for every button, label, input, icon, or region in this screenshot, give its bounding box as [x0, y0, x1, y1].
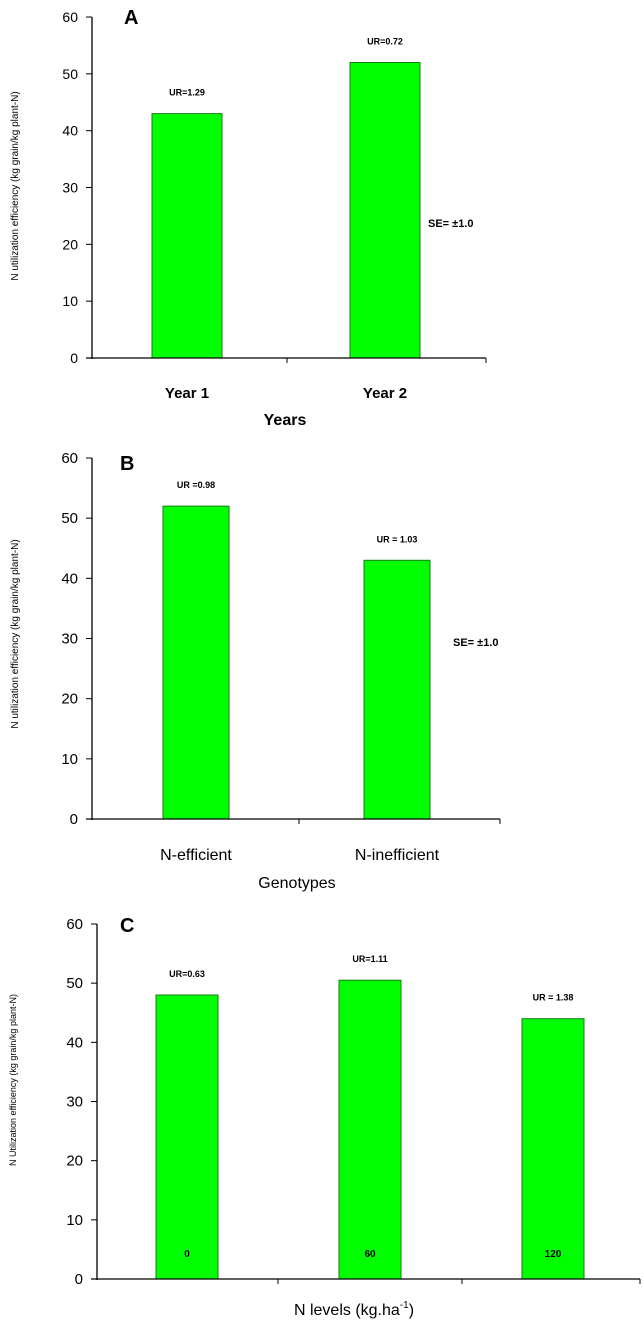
y-tick-label: 30 — [61, 631, 78, 648]
panel-label: A — [124, 7, 138, 29]
y-tick-label: 0 — [70, 350, 78, 366]
bar — [151, 113, 223, 359]
y-tick-label: 20 — [61, 691, 78, 708]
x-axis-title-end: ) — [409, 1302, 414, 1319]
se-annotation: SE= ±1.0 — [428, 218, 473, 230]
x-tick-label: Year 1 — [165, 385, 209, 402]
x-tick-label: 120 — [545, 1249, 562, 1260]
bar — [155, 994, 219, 1280]
y-tick-label: 50 — [61, 510, 78, 527]
y-tick-label: 20 — [66, 1153, 83, 1170]
y-tick-label: 30 — [62, 180, 78, 196]
x-tick-label: N-efficient — [160, 847, 232, 864]
x-axis-title-text: N levels (kg.ha — [294, 1302, 400, 1319]
bar-data-label: UR=0.72 — [367, 36, 403, 46]
x-axis-title-superscript: -1 — [400, 1300, 409, 1311]
x-axis-title: Genotypes — [258, 875, 335, 892]
bar-data-label: UR=1.29 — [169, 88, 205, 98]
y-tick-label: 10 — [61, 751, 78, 768]
x-axis-title: Years — [264, 412, 307, 429]
bar — [521, 1018, 585, 1280]
panel-label: C — [120, 915, 134, 937]
chart-panel-a: A Years N utilization efficiency (kg gra… — [10, 7, 487, 429]
y-tick-label: 40 — [61, 570, 78, 587]
y-tick-label: 20 — [62, 236, 78, 252]
x-tick-label: 0 — [184, 1249, 190, 1260]
y-tick-label: 10 — [66, 1212, 83, 1229]
bar-data-label: UR = 1.38 — [533, 993, 574, 1003]
y-tick-label: 60 — [61, 450, 78, 467]
bar — [162, 505, 230, 820]
y-tick-label: 0 — [75, 1271, 83, 1288]
x-tick-label: 60 — [364, 1249, 376, 1260]
bar-data-label: UR = 1.03 — [377, 534, 418, 544]
y-tick-label: 40 — [66, 1034, 83, 1051]
panel-label: B — [120, 453, 134, 475]
bar — [349, 61, 421, 359]
bar-data-label: UR=1.11 — [352, 954, 387, 964]
se-annotation: SE= ±1.0 — [453, 637, 498, 649]
y-tick-label: 60 — [66, 916, 83, 933]
bar-data-label: UR =0.98 — [177, 480, 215, 490]
bar — [338, 979, 402, 1280]
y-tick-label: 50 — [62, 66, 78, 82]
x-tick-label: N-inefficient — [355, 847, 440, 864]
bar — [363, 559, 431, 820]
bar-data-label: UR=0.63 — [169, 969, 205, 979]
x-tick-label: Year 2 — [363, 385, 407, 402]
chart-panel-b: B Genotypes N utilization efficiency (kg… — [10, 450, 501, 892]
y-axis-title: N utilization efficiency (kg grain/kg pl… — [10, 91, 21, 280]
y-tick-label: 0 — [70, 811, 78, 828]
y-tick-label: 50 — [66, 975, 83, 992]
y-tick-label: 10 — [62, 293, 78, 309]
y-tick-label: 40 — [62, 123, 78, 139]
y-tick-label: 30 — [66, 1094, 83, 1111]
x-axis-title: N levels (kg.ha-1) — [294, 1300, 414, 1319]
y-axis-title: N utilization efficiency (kg grain/kg pl… — [10, 539, 21, 728]
y-axis-title: N Utilization efficiency (kg grain/kg pl… — [8, 994, 18, 1166]
y-tick-label: 60 — [62, 9, 78, 25]
chart-panel-c: C N levels (kg.ha-1) N Utilization effic… — [8, 915, 641, 1319]
